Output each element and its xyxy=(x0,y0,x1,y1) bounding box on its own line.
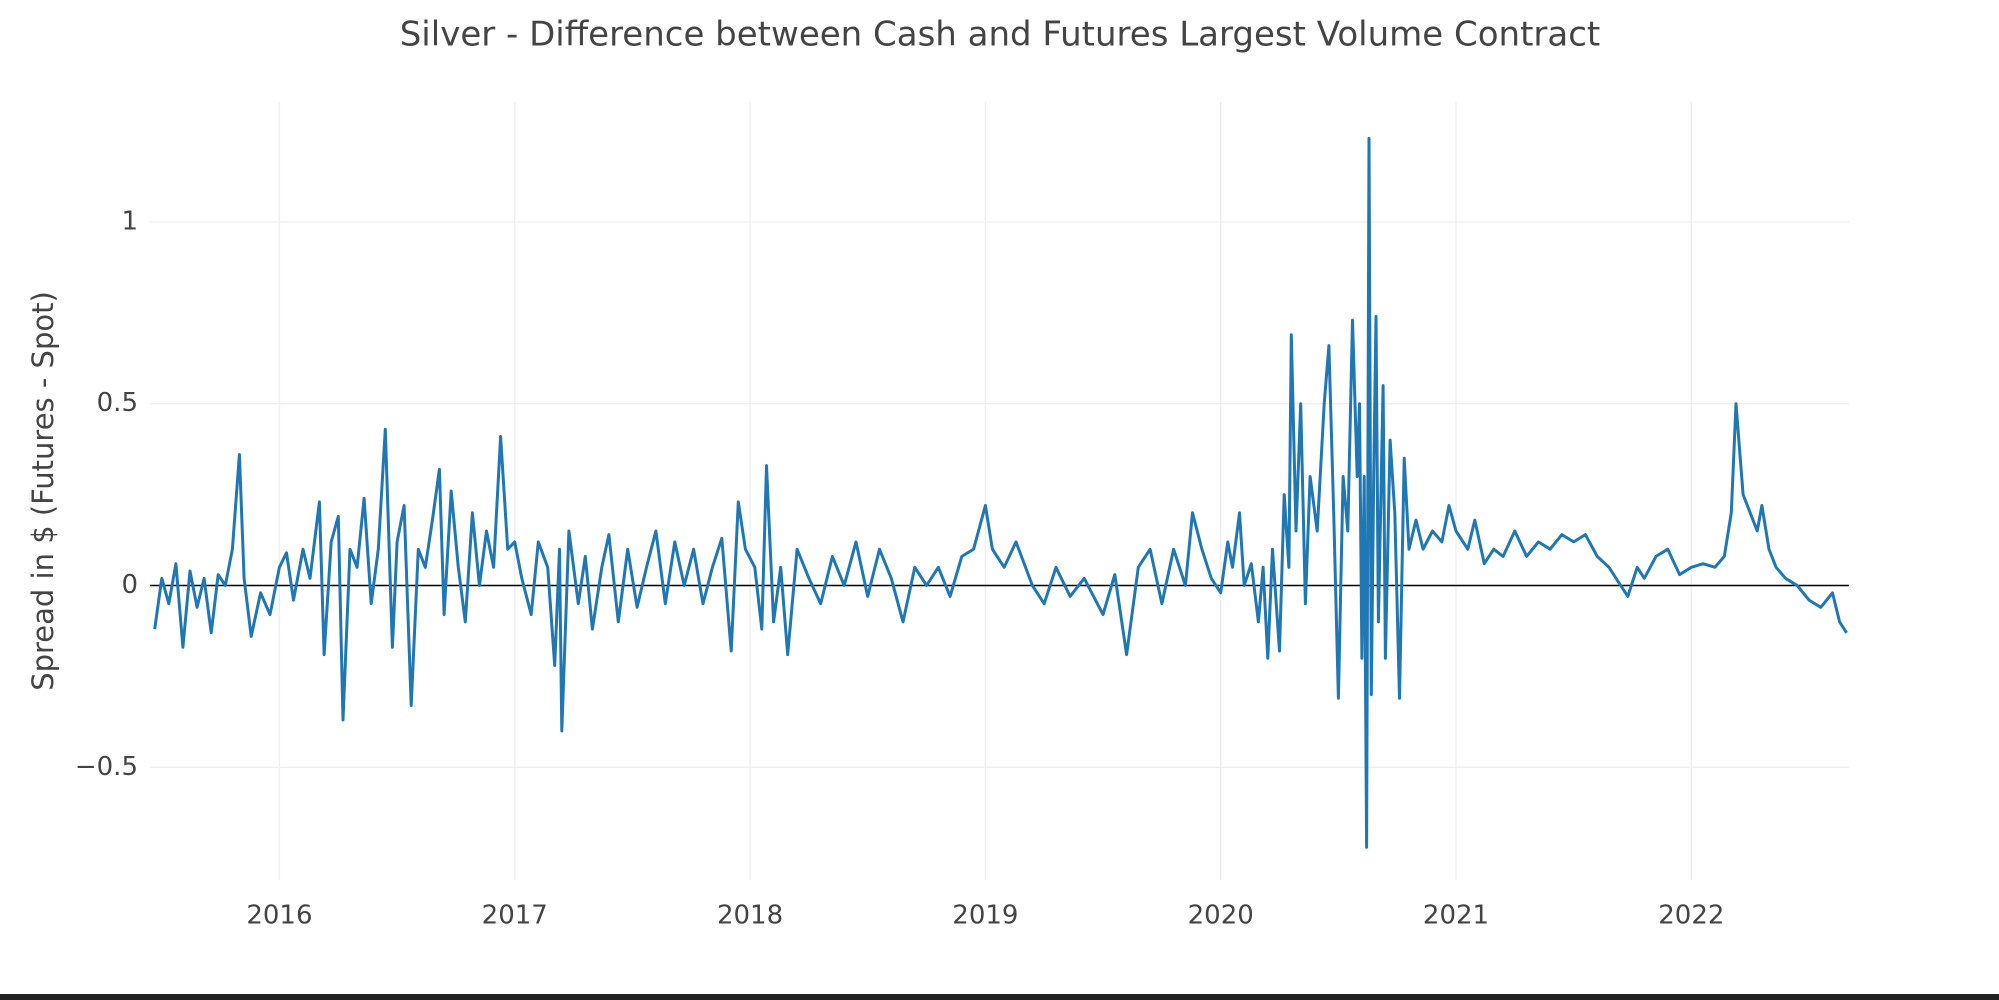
bottom-border xyxy=(0,994,1999,1000)
x-tick-label: 2022 xyxy=(1658,901,1724,931)
y-axis-label: Spread in $ (Futures - Spot) xyxy=(26,291,60,691)
y-tick-label: 1 xyxy=(121,206,138,236)
y-tick-label: 0.5 xyxy=(97,388,138,418)
x-tick-label: 2019 xyxy=(952,901,1018,931)
chart-title: Silver - Difference between Cash and Fut… xyxy=(400,15,1601,55)
x-tick-label: 2020 xyxy=(1188,901,1254,931)
y-tick-label: −0.5 xyxy=(75,752,138,782)
x-tick-label: 2018 xyxy=(717,901,783,931)
x-tick-label: 2016 xyxy=(246,901,312,931)
x-tick-label: 2021 xyxy=(1423,901,1489,931)
y-tick-label: 0 xyxy=(121,570,138,600)
x-tick-label: 2017 xyxy=(482,901,548,931)
data-line xyxy=(153,136,1848,849)
